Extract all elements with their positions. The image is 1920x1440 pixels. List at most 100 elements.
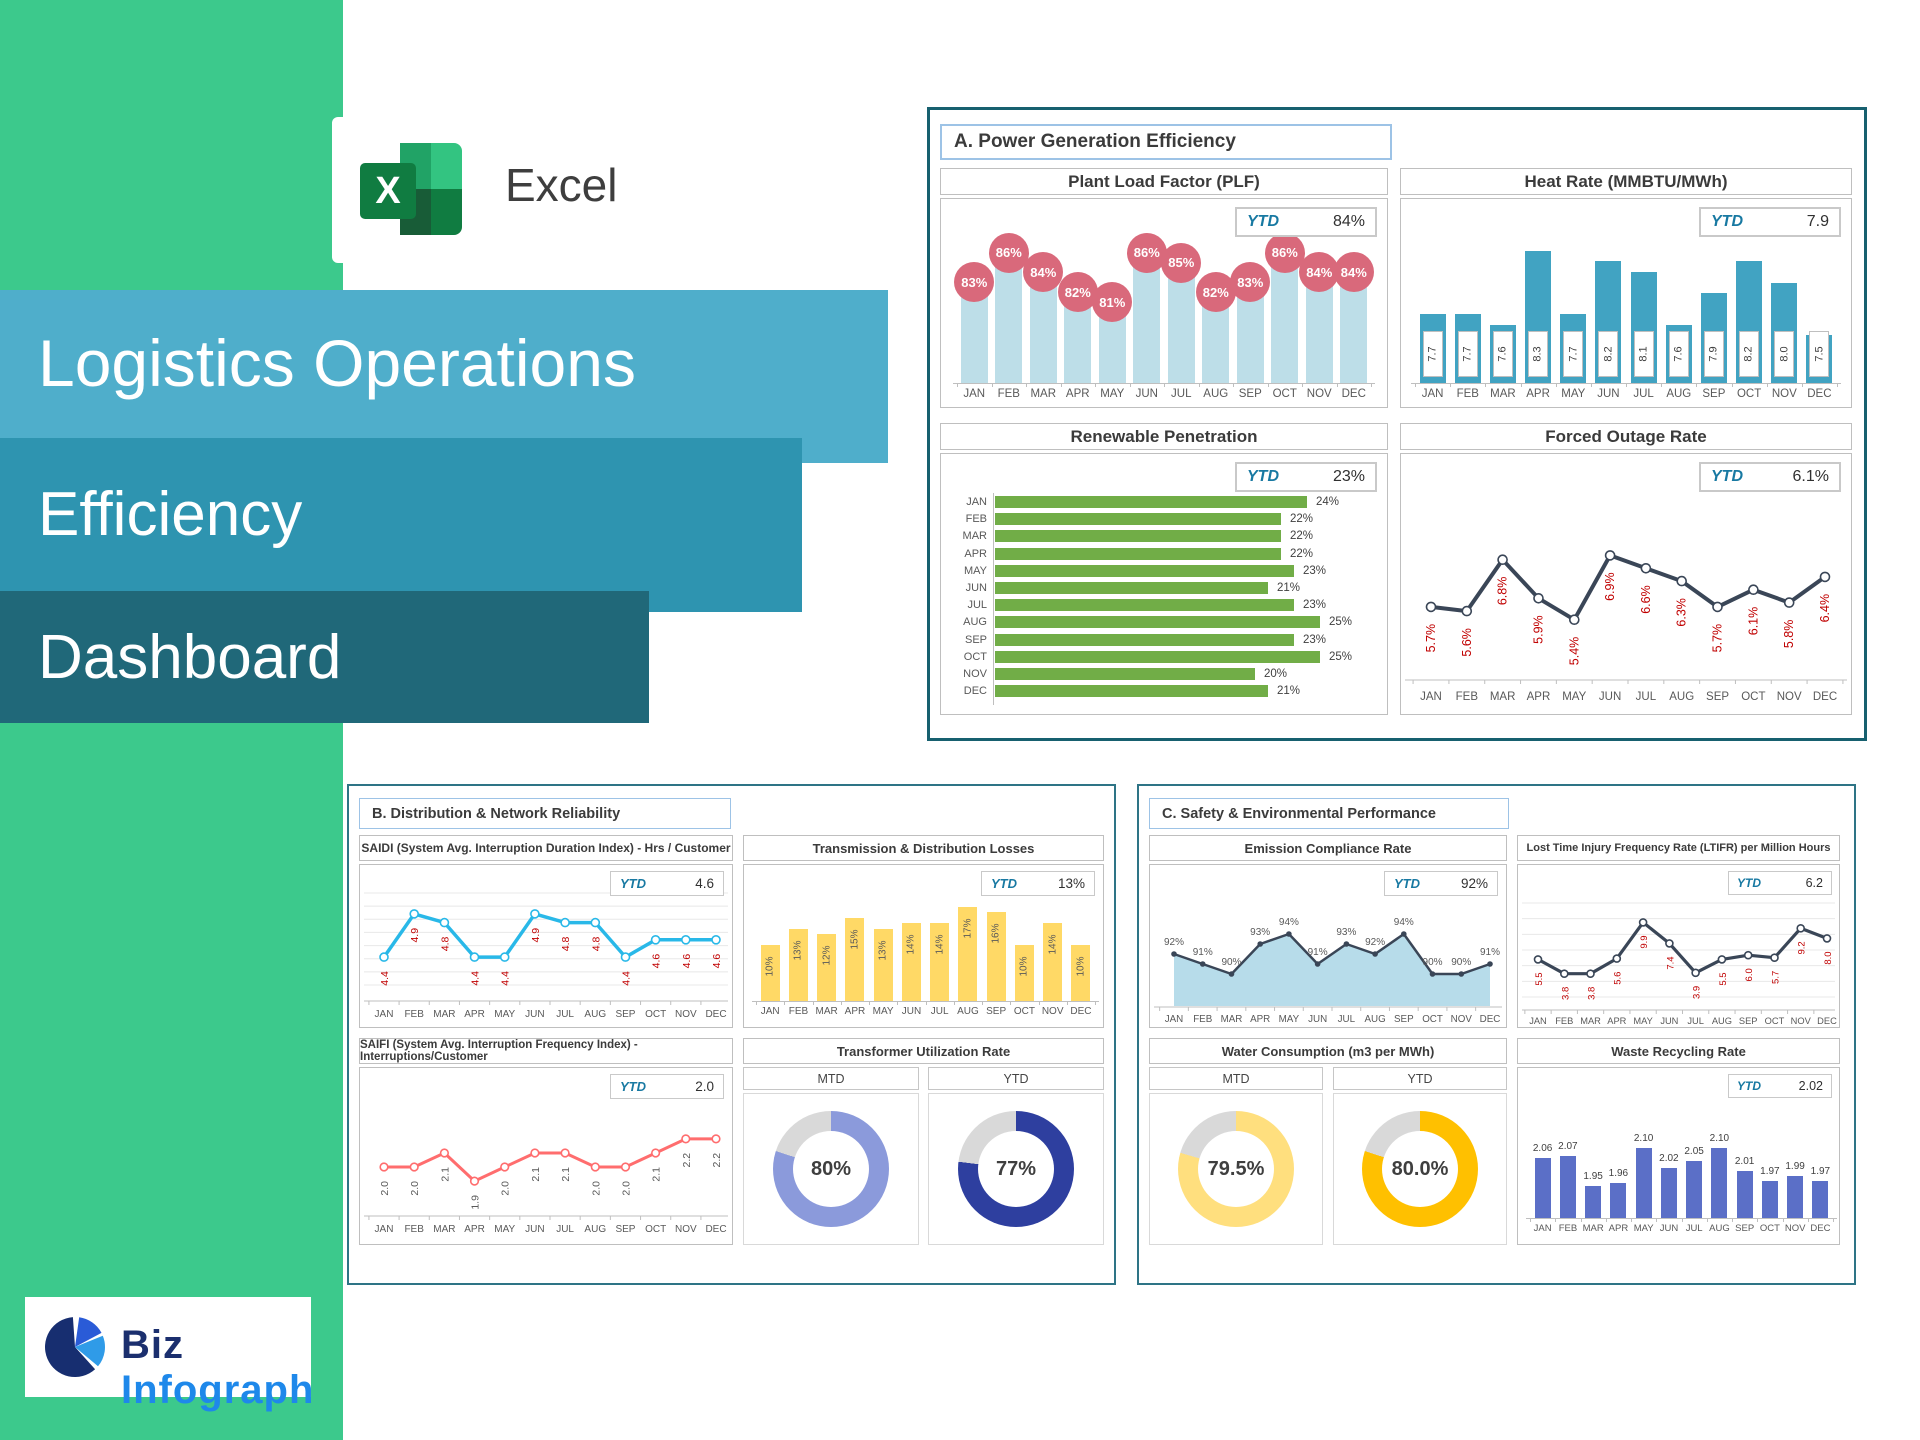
plf-chart-title: Plant Load Factor (PLF) [940,168,1388,195]
axis-tick [1267,383,1269,387]
month-label: AUG [1709,1223,1730,1234]
svg-text:3.8: 3.8 [1586,987,1597,1000]
bar [1167,274,1195,383]
bar [1340,284,1368,383]
axis-tick [1555,383,1557,387]
data-label: 2.06 [1532,1143,1553,1154]
svg-text:5.8%: 5.8% [1782,620,1796,649]
month-label: NOV [1306,388,1332,400]
ytd-label: YTD [1711,468,1743,485]
svg-text:2.0: 2.0 [500,1181,512,1196]
bar [901,923,921,1001]
transformer-ytd-header: YTD [928,1067,1104,1090]
data-label: 2.01 [1734,1155,1755,1167]
excel-x-icon: X [360,163,416,219]
bar [1534,1158,1551,1218]
axis-tick [1626,383,1627,387]
ytd-value: 13% [1057,876,1085,891]
bar [845,917,865,1001]
axis-tick [1060,383,1062,387]
data-label: 23% [1303,633,1327,646]
data-label: 22% [1290,513,1314,526]
emission-chart-title: Emission Compliance Rate [1149,835,1507,861]
axis-tick [1010,1001,1012,1005]
ytd-label: YTD [1737,1079,1761,1093]
svg-text:FEB: FEB [1193,1014,1213,1025]
svg-text:4.8: 4.8 [560,936,572,951]
svg-text:JUL: JUL [556,1009,574,1020]
category-label: APR [964,547,987,560]
axis-tick [957,383,958,387]
svg-text:1.9: 1.9 [470,1195,482,1210]
ytd-label: YTD [620,1079,646,1094]
data-label: 13% [877,940,889,961]
svg-text:MAY: MAY [1279,1014,1300,1025]
data-label-box: 8.1 [1633,331,1654,377]
water-ytd-donut-cell: 80.0% [1333,1093,1507,1245]
bar [1271,264,1299,383]
month-label: AUG [957,1006,979,1017]
water-ytd-header: YTD [1333,1067,1507,1090]
axis-tick [1129,383,1131,387]
axis-tick [1731,383,1733,387]
month-label: APR [1065,388,1090,400]
panel-distribution-reliability: B. Distribution & Network Reliability SA… [347,784,1116,1285]
transformer-mtd-header: MTD [743,1067,919,1090]
axis-tick [925,1001,927,1005]
category-label: NOV [963,668,987,680]
data-label-box: 7.6 [1668,331,1689,377]
svg-text:4.9: 4.9 [409,928,421,943]
svg-text:2.0: 2.0 [379,1181,391,1196]
bar [1559,1155,1576,1218]
svg-text:5.6: 5.6 [1613,972,1624,985]
axis-tick [1066,1001,1068,1005]
month-label: MAR [1030,388,1057,400]
data-label: 14% [1047,934,1059,955]
svg-text:SEP: SEP [1394,1014,1414,1025]
svg-text:5.4%: 5.4% [1567,637,1581,666]
title-line-1: Logistics Operations [0,290,888,463]
month-label: MAR [1490,388,1516,400]
y-axis [993,493,994,706]
bar [1635,1148,1652,1218]
svg-text:91%: 91% [1480,947,1500,958]
axis-tick [1095,383,1096,387]
svg-text:NOV: NOV [1451,1014,1473,1025]
month-label: AUG [1203,388,1229,400]
bar [1787,1175,1804,1218]
panel-a-header: A. Power Generation Efficiency [940,124,1392,160]
svg-text:90%: 90% [1221,957,1241,968]
bar [995,633,1294,646]
donut-value: 80% [793,1131,869,1207]
axis-tick [1302,383,1303,387]
data-label: 21% [1277,582,1301,594]
data-label-box: 7.5 [1809,331,1830,377]
svg-text:MAY: MAY [494,1009,515,1020]
data-label-bubble: 86% [988,232,1029,273]
data-label-bubble: 83% [1230,262,1271,303]
bar [1812,1180,1829,1218]
svg-text:APR: APR [1607,1016,1626,1026]
svg-text:91%: 91% [1193,947,1213,958]
axis-tick [756,1001,757,1005]
month-label: APR [844,1006,866,1017]
bar [995,582,1268,594]
ytd-badge: YTD 6.1% [1699,462,1841,492]
axis-tick [1198,383,1200,387]
svg-text:90%: 90% [1423,957,1443,968]
axis-tick [1164,383,1165,387]
data-label-box: 7.6 [1492,331,1513,377]
bar [995,668,1255,680]
axis-tick [1336,383,1338,387]
data-label-bubble: 86% [1264,232,1305,273]
plf-chart: YTD 84% JAN FEB MAR APR MAY JUN JUL AUG SEP OCT NOV… [940,198,1388,408]
svg-text:DEC: DEC [1480,1014,1501,1025]
water-mtd-donut-cell: 79.5% [1149,1093,1323,1245]
month-label: DEC [1070,1006,1092,1017]
data-label-box: 8.2 [1598,331,1619,377]
svg-text:NOV: NOV [675,1009,697,1020]
svg-text:OCT: OCT [1422,1014,1443,1025]
month-label: JUL [930,1006,949,1017]
bar [1014,945,1034,1001]
svg-text:AUG: AUG [1669,691,1694,703]
